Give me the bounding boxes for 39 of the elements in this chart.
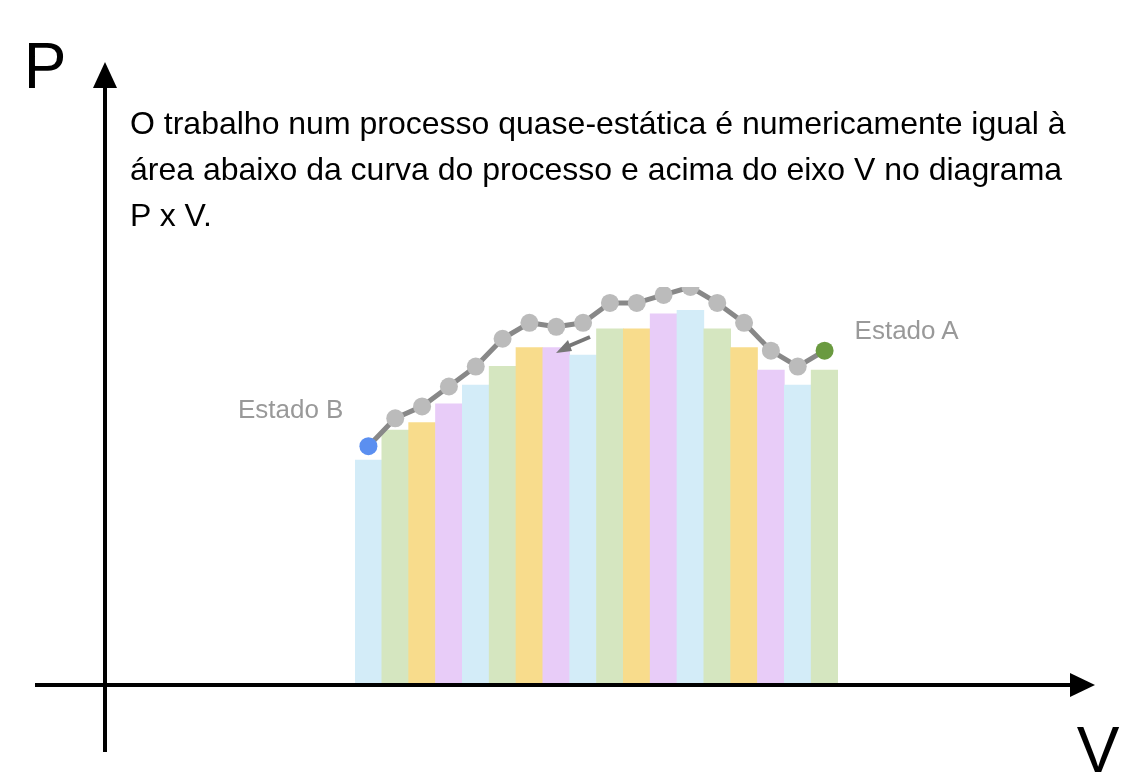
point (788, 357, 807, 376)
text: Estado A (854, 314, 960, 345)
point (761, 341, 780, 360)
bar (462, 384, 490, 685)
point (654, 287, 673, 304)
point (359, 437, 378, 456)
x-axis-title: V (1076, 714, 1120, 780)
y-axis-title: P (23, 30, 67, 102)
bar (784, 384, 812, 685)
bar (623, 328, 651, 685)
point (493, 329, 512, 348)
point (600, 293, 619, 312)
bar (730, 347, 758, 685)
point (627, 293, 646, 312)
point (547, 317, 566, 336)
bar (408, 422, 436, 685)
bar (569, 354, 597, 685)
point (708, 293, 727, 312)
point (735, 313, 754, 332)
bar (435, 403, 463, 685)
bar (649, 313, 678, 685)
point (520, 313, 539, 332)
point (815, 341, 834, 360)
chart-title: O trabalho num processo quase-estática é numericamente igual à área abaixo da curva do processo e acima do eixo V no diagrama P x V. (130, 104, 1067, 235)
point (386, 409, 405, 428)
text: Estado B (237, 394, 344, 425)
bar (488, 365, 517, 685)
bar (515, 347, 544, 685)
point (466, 357, 485, 376)
point (574, 313, 593, 332)
point (439, 377, 458, 396)
bar (703, 328, 731, 685)
bar (757, 369, 785, 685)
bar (810, 369, 838, 685)
bar (596, 328, 624, 685)
bar (355, 459, 383, 685)
bar (676, 310, 705, 685)
bar (381, 429, 409, 685)
point (413, 397, 432, 416)
